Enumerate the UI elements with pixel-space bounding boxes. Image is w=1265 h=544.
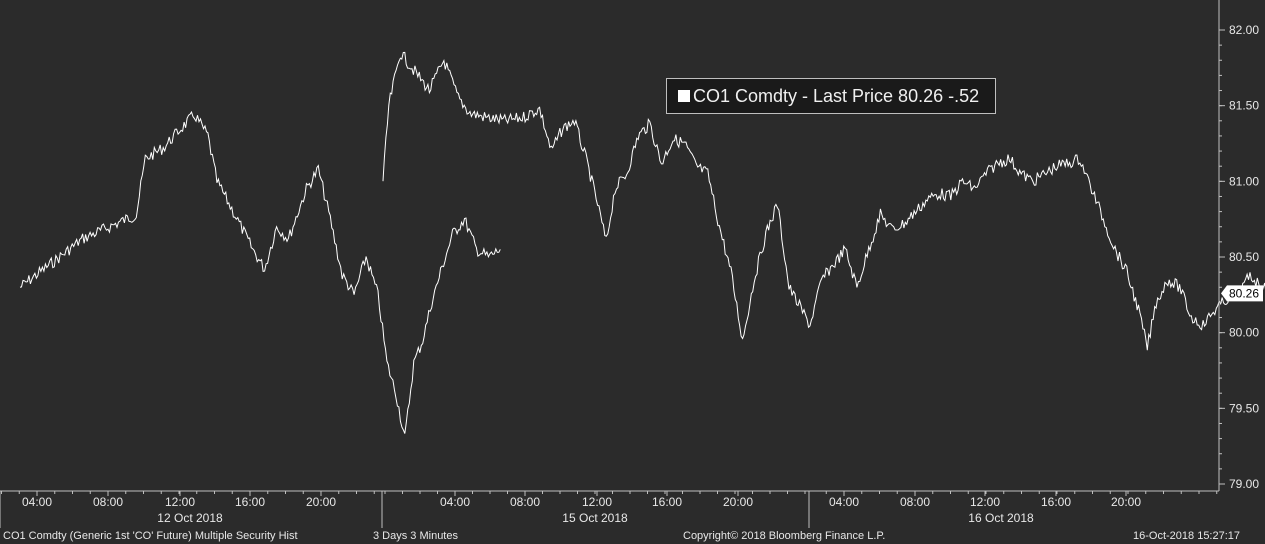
y-tick-label: 80.50 [1229, 250, 1259, 264]
x-tick-label: 20:00 [306, 495, 336, 509]
footer-range: 3 Days 3 Minutes [373, 530, 458, 542]
y-tick-label: 81.00 [1229, 174, 1259, 188]
x-date-label: 12 Oct 2018 [157, 511, 223, 525]
y-tick-label: 80.00 [1229, 326, 1259, 340]
last-price-tag-shape [1221, 285, 1263, 302]
last-price-tag-label: 80.26 [1229, 286, 1259, 300]
x-tick-label: 12:00 [970, 495, 1000, 509]
legend-text: CO1 Comdty - Last Price 80.26 -.52 [693, 86, 980, 106]
x-tick-label: 04:00 [440, 495, 470, 509]
series-line-co1-comdty [382, 51, 1265, 351]
legend: CO1 Comdty - Last Price 80.26 -.52 [666, 78, 996, 114]
x-axis: 04:00 08:00 12:00 16:00 20:00 12 Oct 2018 04:0… [0, 490, 1219, 528]
x-tick-label: 12:00 [165, 495, 195, 509]
x-tick-label: 08:00 [900, 495, 930, 509]
x-tick-label: 16:00 [1041, 495, 1071, 509]
x-tick-label: 08:00 [93, 495, 123, 509]
x-tick-label: 04:00 [829, 495, 859, 509]
footer-timestamp: 16-Oct-2018 15:27:17 [1133, 530, 1241, 542]
series-line-co1-comdty [19, 110, 501, 434]
last-price-tag: 80.26 [1221, 285, 1263, 302]
x-tick-label: 16:00 [235, 495, 265, 509]
footer-copyright: Copyright© 2018 Bloomberg Finance L.P. [683, 530, 886, 542]
x-tick-label: 20:00 [1111, 495, 1141, 509]
y-tick-label: 79.00 [1229, 477, 1259, 491]
x-tick-label: 20:00 [723, 495, 753, 509]
x-tick-label: 08:00 [510, 495, 540, 509]
x-date-label: 15 Oct 2018 [562, 511, 628, 525]
price-chart: 82.00 81.50 81.00 80.50 80.00 79.50 79.00 04:0… [0, 0, 1265, 528]
x-tick-label: 04:00 [22, 495, 52, 509]
series-area [19, 51, 1265, 434]
footer: CO1 Comdty (Generic 1st 'CO' Future) Mul… [0, 528, 1265, 544]
x-tick-label: 12:00 [582, 495, 612, 509]
legend-swatch-icon [678, 90, 690, 102]
y-tick-label: 81.50 [1229, 99, 1259, 113]
footer-security-description: CO1 Comdty (Generic 1st 'CO' Future) Mul… [3, 530, 298, 542]
y-tick-label: 79.50 [1229, 401, 1259, 415]
x-date-label: 16 Oct 2018 [968, 511, 1034, 525]
y-tick-label: 82.00 [1229, 23, 1259, 37]
x-tick-label: 16:00 [652, 495, 682, 509]
y-axis: 82.00 81.50 81.00 80.50 80.00 79.50 79.00 [1218, 0, 1259, 491]
